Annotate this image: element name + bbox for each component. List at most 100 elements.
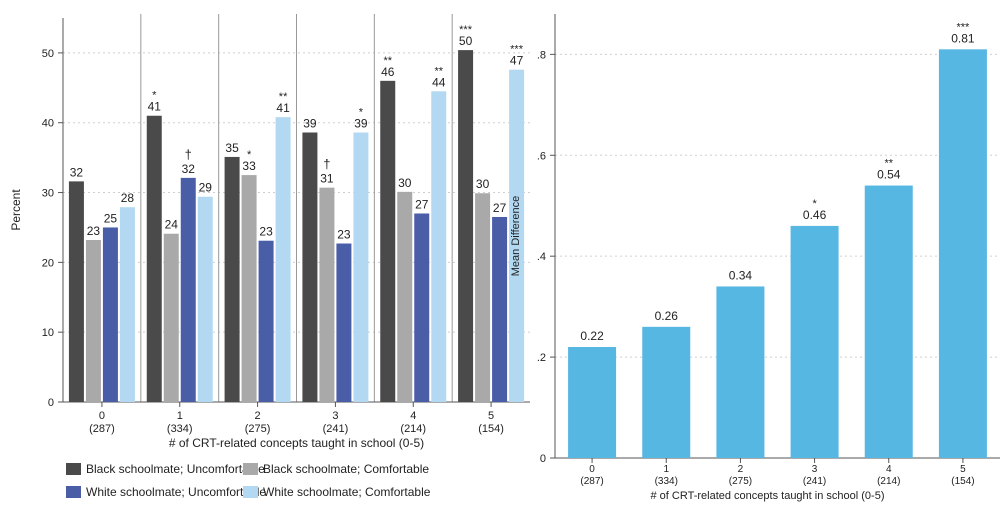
bar: [302, 132, 318, 402]
y-tick-label: .4: [537, 251, 546, 263]
y-tick-label: .8: [537, 49, 546, 61]
bar: [458, 50, 474, 402]
bar: [319, 187, 335, 402]
bar-value-label: 35: [225, 141, 239, 155]
bar-value-label: 0.26: [655, 309, 679, 323]
x-tick-label: 2: [738, 464, 744, 475]
y-tick-label: 20: [42, 257, 54, 269]
bar-value-label: 0.46: [803, 208, 827, 222]
x-axis-title: # of CRT-related concepts taught in scho…: [651, 490, 885, 502]
x-tick-n-label: (334): [167, 423, 193, 435]
bar-value-label: 30: [476, 177, 490, 191]
x-tick-label: 0: [589, 464, 595, 475]
significance-marker: *: [359, 107, 364, 119]
x-tick-label: 0: [99, 410, 105, 422]
x-tick-label: 3: [812, 464, 818, 475]
legend-label: Black schoolmate; Comfortable: [263, 462, 429, 476]
bar-value-label: 24: [165, 218, 179, 232]
bar: [475, 193, 491, 402]
legend-swatch: [66, 486, 81, 498]
y-tick-label: 0: [48, 397, 54, 409]
x-tick-n-label: (275): [245, 423, 271, 435]
significance-marker: **: [434, 65, 443, 77]
bar: [258, 240, 274, 402]
x-tick-n-label: (287): [89, 423, 115, 435]
x-tick-label: 2: [255, 410, 261, 422]
legend-swatch: [243, 486, 258, 498]
bar: [119, 207, 135, 402]
bar: [380, 80, 396, 402]
bar-value-label: 29: [199, 181, 213, 195]
bar: [353, 132, 369, 402]
bar-value-label: 41: [148, 100, 162, 114]
x-tick-n-label: (214): [877, 476, 900, 487]
significance-marker: **: [383, 55, 392, 67]
bar: [85, 240, 101, 402]
bar: [68, 181, 84, 402]
y-tick-label: .2: [537, 352, 546, 364]
bar-value-label: 39: [354, 117, 368, 131]
bar-value-label: 23: [87, 224, 101, 238]
bar: [568, 347, 617, 458]
bar-value-label: 28: [121, 191, 135, 205]
bar: [197, 196, 213, 402]
bar: [790, 225, 839, 458]
bar: [163, 233, 179, 402]
bar: [146, 115, 162, 402]
bar-value-label: 27: [493, 201, 507, 215]
y-tick-label: 40: [42, 118, 54, 130]
bar: [224, 156, 240, 402]
bar: [180, 177, 196, 402]
bar-value-label: 0.22: [580, 329, 604, 343]
right-chart: 0.2.4.6.80.220(287)0.261(334)0.342(275)0…: [510, 14, 1000, 502]
x-tick-label: 1: [663, 464, 669, 475]
bar: [938, 49, 987, 459]
bar: [414, 213, 430, 402]
bar-value-label: 0.34: [729, 268, 753, 282]
x-tick-n-label: (241): [323, 423, 349, 435]
y-tick-label: 50: [42, 48, 54, 60]
y-tick-label: 30: [42, 188, 54, 200]
legend-label: White schoolmate; Uncomfortable: [86, 485, 266, 499]
bar-value-label: 44: [432, 75, 446, 89]
x-tick-n-label: (241): [803, 476, 826, 487]
bar-value-label: 47: [510, 54, 524, 68]
y-tick-label: 0: [540, 453, 546, 465]
y-tick-label: 10: [42, 327, 54, 339]
significance-marker: **: [884, 158, 893, 170]
y-axis-title: Percent: [9, 189, 23, 231]
significance-marker: *: [247, 149, 252, 161]
y-tick-label: .6: [537, 150, 546, 162]
legend-label: White schoolmate; Comfortable: [263, 485, 431, 499]
significance-marker: ***: [956, 21, 970, 33]
bar-value-label: 30: [398, 176, 412, 190]
x-tick-n-label: (214): [400, 423, 426, 435]
bar-value-label: 31: [320, 172, 334, 186]
x-tick-n-label: (154): [951, 476, 974, 487]
y-axis-title: Mean Difference: [510, 196, 522, 277]
x-tick-label: 3: [332, 410, 338, 422]
bar: [642, 326, 691, 458]
x-tick-label: 5: [488, 410, 494, 422]
x-tick-label: 1: [177, 410, 183, 422]
legend-label: Black schoolmate; Uncomfortable: [86, 462, 265, 476]
bar-value-label: 50: [459, 34, 473, 48]
x-tick-label: 5: [960, 464, 966, 475]
significance-marker: †: [185, 147, 192, 162]
bar: [431, 91, 447, 403]
bar: [509, 69, 525, 402]
bar-value-label: 25: [104, 211, 118, 225]
bar-value-label: 41: [276, 101, 290, 115]
bar: [275, 117, 291, 402]
bar: [864, 185, 913, 458]
x-axis-title: # of CRT-related concepts taught in scho…: [169, 436, 424, 450]
significance-marker: *: [152, 90, 157, 102]
bar: [492, 216, 508, 402]
bar-value-label: 0.81: [951, 31, 975, 45]
bar-value-label: 39: [303, 117, 317, 131]
bar: [336, 243, 352, 402]
x-tick-n-label: (287): [580, 476, 603, 487]
significance-marker: ***: [459, 24, 473, 36]
